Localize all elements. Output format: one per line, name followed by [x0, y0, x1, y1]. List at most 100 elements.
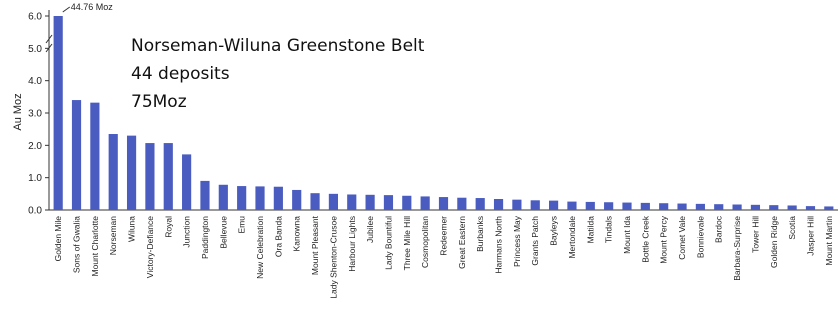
break-value-label: 44.76 Moz [71, 2, 114, 12]
bar [365, 194, 375, 210]
x-tick-label: Harmans North [494, 216, 504, 274]
x-tick-label: Paddington [200, 216, 210, 259]
bar [310, 193, 320, 210]
bar [512, 199, 522, 210]
bar [402, 195, 412, 210]
bar [71, 100, 82, 210]
bar [695, 203, 705, 210]
x-tick-label: New Celebration [255, 216, 265, 279]
x-tick-label: Golden Mile [53, 216, 63, 262]
y-tick-label: 3.0 [28, 109, 42, 120]
x-tick-label: Bonnievale [695, 216, 705, 258]
bar [438, 197, 449, 210]
bar [750, 204, 761, 210]
x-tick-label: Cosmopolitan [420, 216, 430, 268]
bar [457, 197, 467, 210]
y-tick-label: 4.0 [28, 76, 42, 87]
x-tick-label: Wiluna [127, 216, 137, 242]
break-label-leader [62, 6, 71, 13]
bar [640, 202, 650, 210]
axis-break-mark [45, 34, 53, 44]
x-tick-label: Bardoc [714, 215, 724, 243]
y-tick-label: 5.0 [28, 44, 42, 55]
bar [237, 186, 247, 210]
x-tick-label: Bellevue [218, 216, 228, 249]
bar [200, 180, 210, 210]
bar [126, 135, 137, 210]
y-tick-label: 6.0 [28, 12, 42, 23]
x-tick-label: Golden Ridge [769, 216, 779, 268]
x-tick-label: Norseman [108, 216, 118, 255]
bar [493, 199, 504, 210]
x-tick-label: Junction [182, 216, 192, 248]
bar [328, 193, 338, 210]
bar [163, 143, 173, 210]
annotation-title: Norseman-Wiluna Greenstone Belt [131, 36, 425, 56]
bar [549, 200, 559, 210]
y-axis: 0.0 1.0 2.0 3.0 4.0 5.0 6.0 44.76 Moz [28, 2, 838, 217]
x-tick-label: Comet Vale [677, 216, 687, 260]
x-tick-label: Mount Percy [659, 215, 669, 263]
bar [659, 203, 669, 210]
bar [255, 186, 265, 210]
bar [714, 204, 724, 210]
x-tick-label: Redeemer [439, 216, 449, 256]
x-axis-labels: Golden Mile Sons of Gwalia Mount Charlotte… [53, 215, 834, 298]
bar [677, 203, 687, 210]
x-tick-label: Princess May [512, 215, 522, 267]
bar [218, 184, 228, 210]
x-tick-label: Lady Bountiful [383, 216, 393, 270]
bar [787, 205, 797, 210]
x-tick-label: Royal [163, 216, 173, 238]
x-tick-label: Ora Banda [273, 216, 283, 257]
x-tick-label: Matilda [585, 216, 595, 244]
x-tick-label: Emu [237, 216, 247, 234]
y-axis-label: Au Moz [12, 93, 24, 130]
bar [347, 194, 357, 210]
y-tick-label: 1.0 [28, 173, 42, 184]
x-tick-label: Three Mile Hill [402, 216, 412, 270]
y-tick-label: 0.0 [28, 206, 42, 217]
bar [604, 202, 614, 210]
bar [622, 202, 632, 210]
bar [53, 16, 63, 210]
x-tick-label: Great Eastern [457, 216, 467, 269]
bar [273, 186, 283, 210]
chart-annotations: Norseman-Wiluna Greenstone Belt 44 depos… [131, 36, 425, 112]
x-tick-label: Mount Pleasant [310, 215, 320, 275]
x-tick-label: Jasper Hill [805, 216, 815, 256]
x-tick-label: Mount Martin [824, 216, 834, 266]
bars [53, 16, 834, 210]
x-tick-label: Barbara-Surprise [732, 216, 742, 281]
bar [108, 134, 118, 210]
bar [383, 195, 394, 210]
x-tick-label: Harbour Lights [347, 216, 357, 272]
bar [567, 201, 577, 210]
x-tick-label: Mount Charlotte [90, 216, 100, 277]
x-tick-label: Lady Shenton-Crusoe [328, 216, 338, 299]
bar [90, 102, 100, 210]
x-tick-label: Bottle Creek [640, 215, 650, 263]
y-tick-label: 2.0 [28, 141, 42, 152]
x-tick-label: Grants Patch [530, 216, 540, 266]
axis-break-mark [45, 43, 53, 53]
x-tick-label: Mount Ida [622, 216, 632, 254]
bar [585, 201, 595, 210]
bar [182, 154, 192, 210]
bar [420, 196, 430, 210]
x-tick-label: Mertondale [567, 216, 577, 259]
bar [769, 205, 779, 210]
x-tick-label: Tower Hill [750, 216, 760, 253]
bar [824, 206, 834, 210]
x-tick-label: Jubilee [365, 216, 375, 243]
bar [475, 198, 485, 210]
x-tick-label: Victory-Defiance [145, 216, 155, 278]
bar [805, 206, 816, 210]
x-tick-label: Tindals [604, 216, 614, 243]
bar [530, 200, 540, 210]
bar [145, 143, 155, 210]
x-tick-label: Sons of Gwalia [72, 216, 82, 273]
annotation-total: 75Moz [131, 92, 187, 112]
x-tick-label: Kanowna [292, 216, 302, 252]
